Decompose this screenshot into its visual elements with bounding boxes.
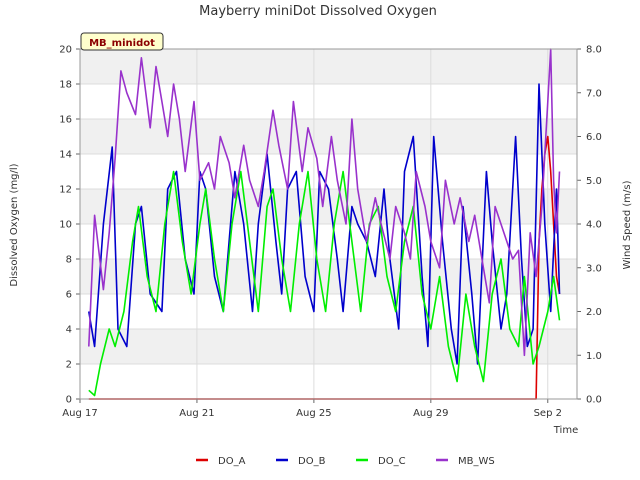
legend-label: DO_A	[218, 456, 246, 467]
legend-label: DO_B	[298, 456, 326, 467]
x-tick-label: Aug 25	[296, 408, 331, 419]
x-tick-label: Sep 2	[534, 408, 562, 419]
y2-tick-label: 1.0	[586, 351, 602, 362]
y-tick-label: 14	[59, 150, 72, 161]
x-tick-label: Aug 17	[62, 408, 97, 419]
x-tick-label: Aug 29	[413, 408, 448, 419]
y-tick-label: 4	[66, 325, 72, 336]
station-badge: MB_minidot	[80, 32, 164, 51]
y2-tick-label: 2.0	[586, 307, 602, 318]
y2-tick-label: 8.0	[586, 45, 602, 56]
series-lines	[88, 48, 561, 400]
x-axis-label: Time	[553, 425, 578, 436]
legend-label: DO_C	[378, 456, 406, 467]
y2-tick-label: 6.0	[586, 132, 602, 143]
series-line-mb-ws	[88, 48, 561, 357]
y-tick-label: 0	[66, 395, 72, 406]
plot-band	[80, 329, 577, 364]
y-tick-label: 6	[66, 290, 72, 301]
y2-tick-label: 5.0	[586, 176, 602, 187]
station-badge-label: MB_minidot	[89, 38, 155, 49]
y-axis-label: Dissolved Oxygen (mg/l)	[9, 163, 20, 286]
y2-tick-label: 0.0	[586, 395, 602, 406]
chart-title: Mayberry miniDot Dissolved Oxygen	[199, 4, 437, 19]
y2-axis-label: Wind Speed (m/s)	[622, 180, 633, 269]
plot-frame	[79, 48, 578, 400]
plot-band	[80, 119, 577, 154]
y-tick-label: 20	[59, 45, 72, 56]
y-tick-label: 16	[59, 115, 72, 126]
y-tick-label: 8	[66, 255, 72, 266]
y2-tick-label: 3.0	[586, 263, 602, 274]
y-tick-label: 18	[59, 80, 72, 91]
legend-label: MB_WS	[458, 456, 495, 467]
y-tick-label: 12	[59, 185, 72, 196]
x-tick-label: Aug 21	[179, 408, 214, 419]
y2-tick-label: 4.0	[586, 220, 602, 231]
series-line-do-c	[88, 170, 561, 397]
y-tick-label: 10	[59, 220, 72, 231]
axes: 0 2 4 6 8 10 12 14 16 18 20 0.0 1.0 2.0 3.0 4.0 5.0 6.0 7.…	[59, 45, 602, 420]
y-tick-label: 2	[66, 360, 72, 371]
y2-tick-label: 7.0	[586, 88, 602, 99]
legend: DO_A DO_B DO_C MB_WS	[196, 456, 495, 467]
plot-band	[80, 49, 577, 84]
